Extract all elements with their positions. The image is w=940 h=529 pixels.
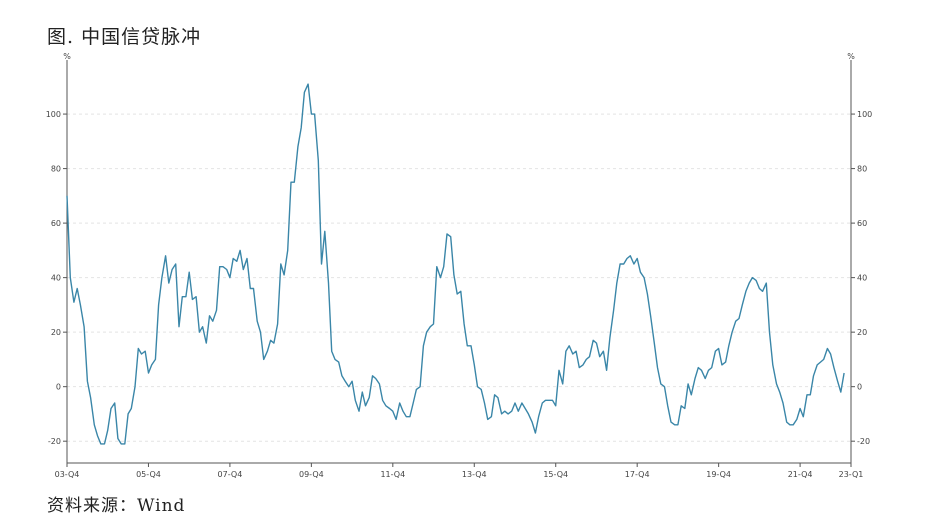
y-unit-left: % (63, 52, 71, 61)
y-tick-label-left: 80 (51, 165, 61, 174)
series-line (66, 83, 845, 445)
y-tick-label-left: -20 (48, 437, 61, 446)
source-note: 资料来源：Wind (47, 496, 186, 516)
x-tick-label: 23-Q1 (839, 470, 864, 479)
y-tick-label-right: 100 (857, 110, 872, 119)
x-tick-label: 17-Q4 (625, 470, 650, 479)
y-tick-label-left: 20 (51, 328, 61, 337)
y-tick-label-right: 20 (857, 328, 867, 337)
y-tick-label-right: 0 (857, 383, 862, 392)
tick-labels: -20 -20 0 0 20 20 40 40 60 60 80 80 100 100% % 03-Q4 05-… (46, 52, 873, 479)
y-tick-label-left: 60 (51, 219, 61, 228)
y-tick-label-right: 60 (857, 219, 867, 228)
y-unit-right: % (847, 52, 855, 61)
series-layer (66, 83, 845, 445)
chart-title: 图. 中国信贷脉冲 (47, 26, 202, 48)
x-tick-label: 09-Q4 (299, 470, 324, 479)
y-tick-label-left: 100 (46, 110, 61, 119)
x-tick-label: 21-Q4 (788, 470, 813, 479)
x-tick-label: 13-Q4 (462, 470, 487, 479)
x-tick-label: 03-Q4 (55, 470, 80, 479)
x-tick-label: 11-Q4 (380, 470, 405, 479)
x-tick-label: 05-Q4 (136, 470, 161, 479)
y-tick-label-right: 40 (857, 274, 867, 283)
y-tick-label-right: -20 (857, 437, 870, 446)
axes (63, 60, 855, 467)
x-tick-label: 15-Q4 (543, 470, 568, 479)
gridlines (67, 113, 851, 442)
y-tick-label-right: 80 (857, 165, 867, 174)
y-tick-label-left: 40 (51, 274, 61, 283)
x-tick-label: 07-Q4 (218, 470, 243, 479)
x-tick-label: 19-Q4 (706, 470, 731, 479)
y-tick-label-left: 0 (56, 383, 61, 392)
